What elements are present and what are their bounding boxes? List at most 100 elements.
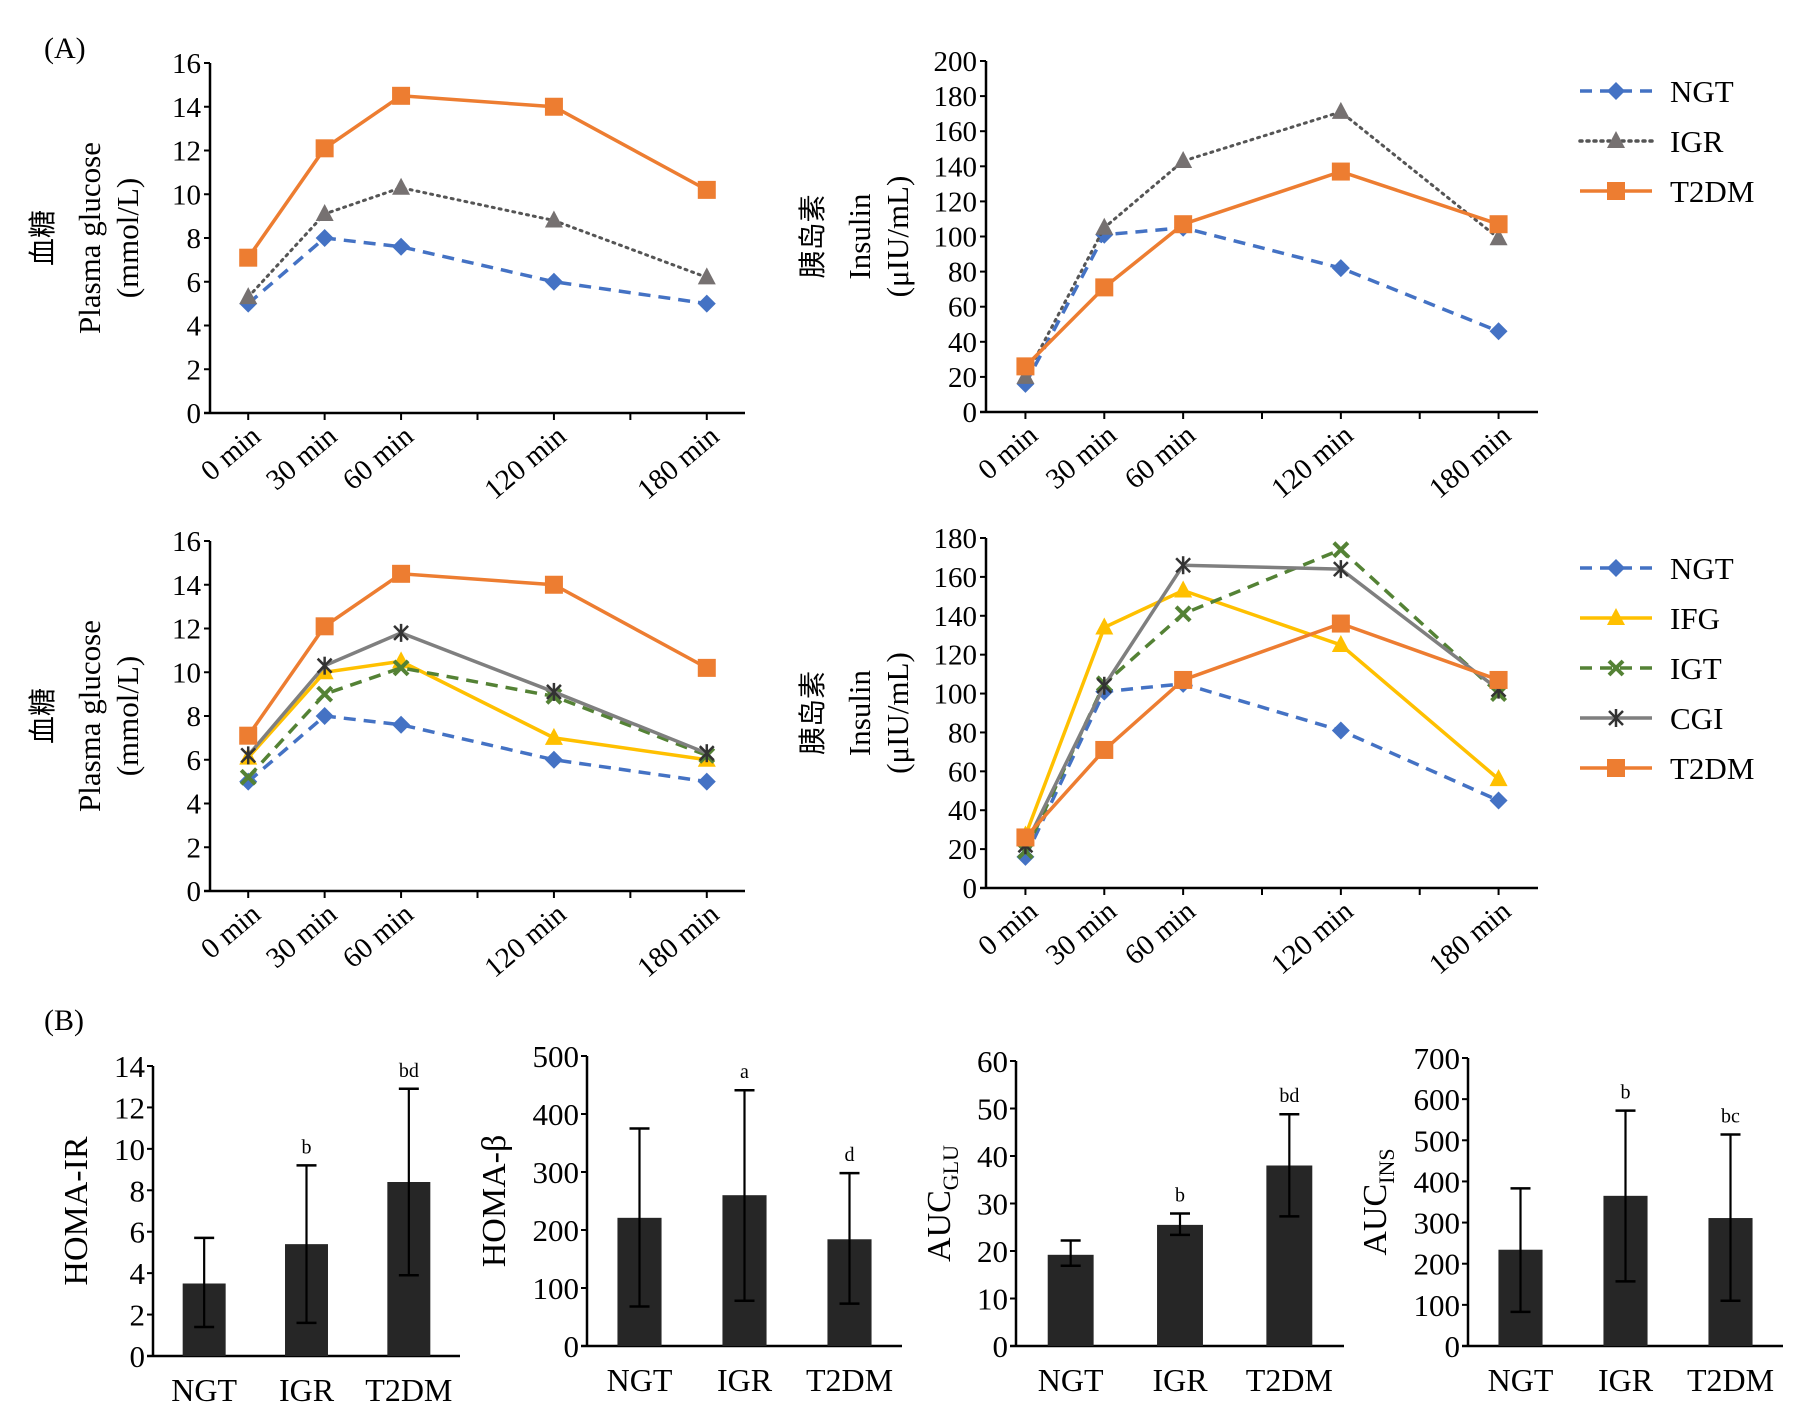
y-tick-label: 0 (993, 1329, 1009, 1364)
series-ngt (1016, 218, 1508, 393)
data-point (1331, 259, 1350, 278)
bar-chart-homa-ir: 0 2 4 6 8 10 12 14 HOMA-IR NGT b IGR bd T2DM (58, 1049, 460, 1408)
legend-item: T2DM (1580, 174, 1754, 209)
data-point (392, 564, 411, 583)
data-point (392, 659, 410, 677)
data-point (239, 772, 258, 791)
x-tick-label: 30 min (260, 420, 343, 497)
data-point (1331, 614, 1350, 633)
x-tick-label: IGR (279, 1372, 335, 1408)
x-tick-label: 60 min (1119, 419, 1202, 496)
data-point (1174, 670, 1193, 689)
bar-chart-auc-ins: 0 100 200 300 400 500 600 700 AUCINS NGT b IGR bc T2D… (1357, 1041, 1783, 1398)
y-tick-label: 4 (187, 789, 202, 821)
y-tick-label: 40 (948, 327, 977, 359)
y-tick-label: 10 (114, 1132, 145, 1167)
series-igr (239, 177, 716, 305)
x-tick-label: IGR (1598, 1362, 1654, 1398)
data-point (544, 272, 563, 291)
series-line (1023, 682, 1500, 858)
y-tick-label: 0 (564, 1329, 580, 1364)
x-tick-label: 120 min (478, 898, 572, 984)
x-tick-label: NGT (1488, 1362, 1554, 1398)
y-tick-label: 500 (1414, 1123, 1461, 1158)
significance-label: bd (399, 1060, 419, 1082)
y-axis-label: HOMA-IR (58, 1136, 95, 1286)
legend-marker (1607, 82, 1625, 100)
y-tick-label: 4 (187, 311, 202, 343)
data-point (315, 707, 334, 725)
series-line (1023, 588, 1500, 837)
data-point (239, 726, 258, 745)
bar-group: bc T2DM (1687, 1106, 1774, 1398)
panel-label-b: (B) (44, 1004, 84, 1037)
y-tick-label: 160 (934, 562, 978, 594)
x-tick-label: 0 min (195, 420, 267, 488)
y-tick-label: 0 (130, 1339, 146, 1374)
data-point (392, 177, 411, 195)
series-ngt (1016, 674, 1508, 866)
legend-label: IGR (1670, 124, 1724, 159)
legend-item: IFG (1580, 601, 1720, 636)
legend-label: IGT (1670, 651, 1722, 686)
y-tick-label: 300 (533, 1155, 580, 1190)
data-point (1016, 828, 1035, 847)
legend-item: NGT (1580, 74, 1734, 109)
x-tick-label: 60 min (1119, 895, 1202, 972)
y-axis-label: Plasma glucose (72, 620, 107, 812)
y-tick-label: 300 (1414, 1206, 1461, 1241)
bar-group: bd T2DM (1246, 1085, 1333, 1398)
x-tick-label: T2DM (365, 1372, 452, 1408)
series-ngt (239, 707, 716, 791)
significance-label: bc (1721, 1106, 1740, 1128)
y-tick-label: 2 (130, 1298, 146, 1333)
y-axis-label: 血糖 (27, 210, 59, 266)
data-point (239, 287, 258, 305)
series-cgi (1017, 556, 1507, 855)
y-tick-label: 60 (948, 756, 977, 788)
series-line (247, 236, 708, 306)
y-tick-label: 12 (172, 136, 201, 168)
y-axis-label-main: AUC (1357, 1184, 1394, 1256)
data-point (1332, 560, 1349, 579)
y-axis-label-subscript: INS (1374, 1148, 1399, 1183)
legend-item: NGT (1580, 551, 1734, 586)
y-axis-label: AUCINS (1357, 1148, 1399, 1255)
x-tick-label: 180 min (1423, 895, 1517, 981)
x-tick-label: 30 min (260, 898, 343, 975)
series-line (246, 666, 708, 779)
y-tick-label: 16 (172, 48, 201, 80)
y-tick-label: 50 (977, 1092, 1008, 1127)
bar-group: b IGR (279, 1136, 335, 1408)
data-point (544, 97, 563, 116)
y-tick-label: 100 (1414, 1288, 1461, 1323)
x-tick-label: 180 min (631, 898, 725, 984)
data-point (1175, 556, 1192, 575)
y-tick-label: 40 (948, 795, 977, 827)
marker-stroke (316, 685, 334, 703)
data-point (1489, 791, 1508, 810)
y-axis-label: (mmol/L) (110, 656, 145, 777)
bar-group: b IGR (1152, 1184, 1208, 1398)
marker-stroke (392, 659, 410, 677)
data-point (544, 210, 563, 228)
y-axis-label: 胰岛素 (797, 194, 829, 278)
series-line (1024, 169, 1500, 368)
legend-label: T2DM (1670, 751, 1754, 786)
data-point (1489, 322, 1508, 341)
legend-marker (1607, 182, 1625, 200)
x-tick-label: 30 min (1040, 419, 1123, 496)
y-tick-label: 200 (1414, 1247, 1461, 1282)
bar-group: d T2DM (806, 1144, 893, 1398)
x-tick-label: T2DM (806, 1362, 893, 1398)
data-point (392, 86, 411, 105)
data-point (1489, 769, 1508, 787)
legend-item: T2DM (1580, 751, 1754, 786)
data-point (1016, 847, 1035, 866)
data-point (697, 294, 716, 313)
series-line (1023, 110, 1501, 379)
legend: NGT IGR T2DM (1578, 74, 1754, 209)
legend-marker (1607, 759, 1625, 777)
y-tick-label: 140 (934, 601, 978, 633)
